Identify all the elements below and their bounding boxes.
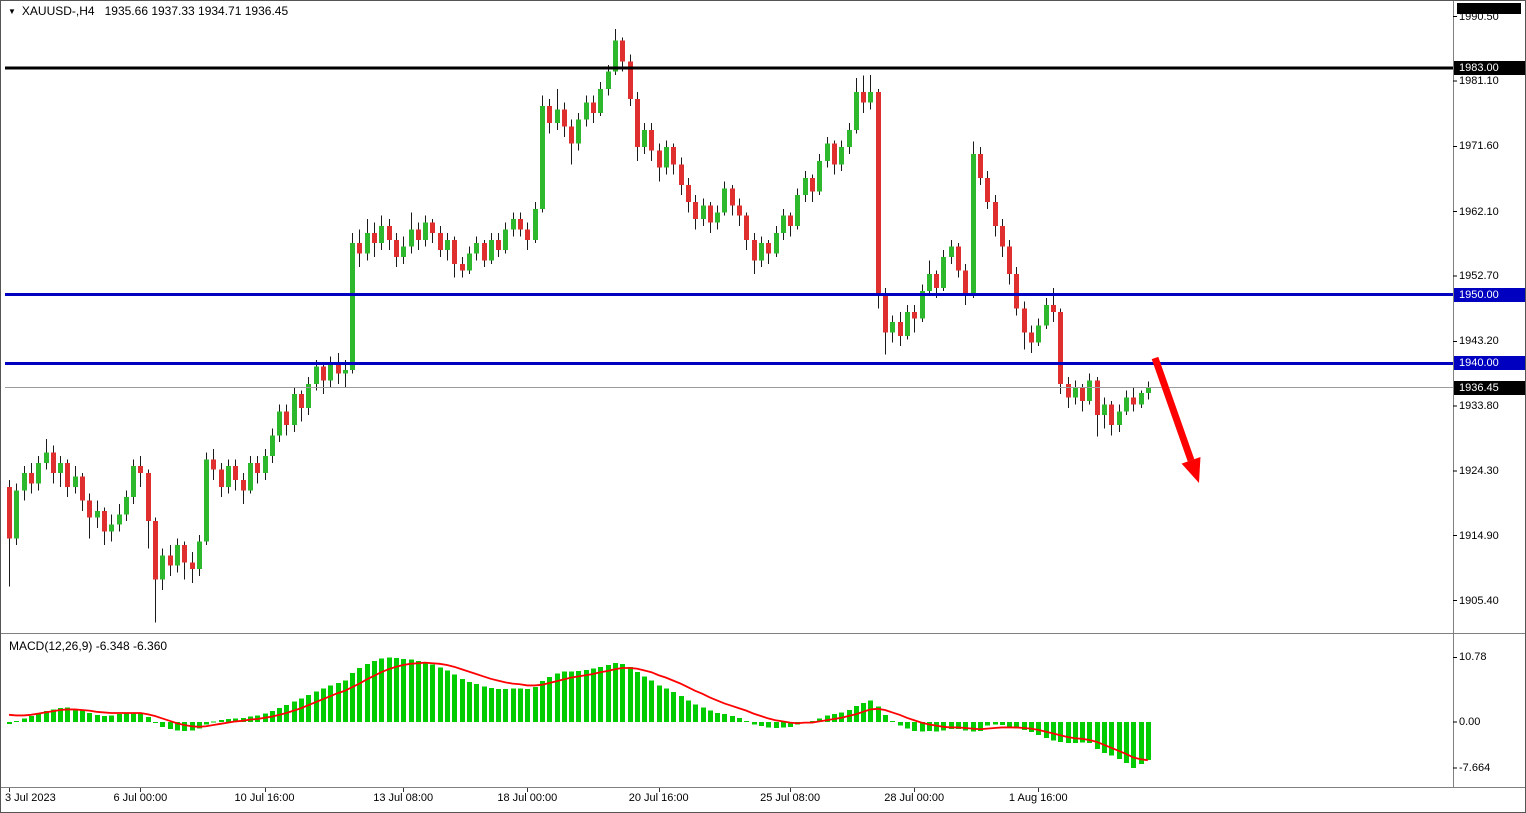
time-axis-label: 25 Jul 08:00	[760, 792, 821, 804]
time-axis: 3 Jul 2023 6 Jul 00:00 10 Jul 16:00 13 Jul …	[1, 788, 1525, 812]
trend-arrow[interactable]	[1151, 356, 1201, 483]
panel-borders	[1, 1, 1525, 792]
macd-layer	[7, 657, 1151, 769]
price-tick-label: 1905.40	[1459, 594, 1499, 607]
price-badge: 1950.00	[1454, 287, 1525, 302]
time-axis-label: 13 Jul 08:00	[373, 792, 434, 804]
top-right-black-bar	[1457, 3, 1521, 14]
chart-header: ▼ XAUUSD-,H4 1935.66 1937.33 1934.71 193…	[8, 4, 288, 18]
price-tick-label: 1971.60	[1459, 140, 1499, 153]
price-badge: 1936.45	[1454, 380, 1525, 395]
price-badge: 1983.00	[1454, 61, 1525, 76]
time-axis-label: 3 Jul 2023	[5, 792, 56, 804]
price-tick-label: 1943.20	[1459, 335, 1499, 348]
price-tick-label: 1933.80	[1459, 399, 1499, 412]
macd-scale-label: -7.664	[1459, 762, 1491, 774]
macd-indicator-label: MACD(12,26,9) -6.348 -6.360	[9, 639, 168, 653]
time-axis-label: 20 Jul 16:00	[628, 792, 689, 804]
price-tick-label: 1924.30	[1459, 465, 1499, 478]
candles-layer	[7, 29, 1151, 623]
macd-scale-label: 10.78	[1459, 651, 1487, 664]
macd-signal-line	[8, 661, 1148, 762]
symbol-dropdown-icon[interactable]: ▼	[8, 6, 16, 16]
time-axis-label: 1 Aug 16:00	[1008, 792, 1068, 804]
horizontal-lines-layer[interactable]	[5, 66, 1453, 389]
ohlc-readout: 1935.66 1937.33 1934.71 1936.45	[104, 4, 289, 18]
price-tick-label: 1962.10	[1459, 205, 1499, 218]
time-axis-label: 28 Jul 00:00	[884, 792, 945, 804]
macd-scale-label: 0.00	[1459, 716, 1481, 729]
time-axis-label: 18 Jul 00:00	[497, 792, 558, 804]
price-badge: 1940.00	[1454, 356, 1525, 371]
time-axis-label: 10 Jul 16:00	[234, 792, 295, 804]
price-tick-label: 1981.10	[1459, 75, 1499, 88]
time-axis-label: 6 Jul 00:00	[113, 792, 168, 804]
symbol-timeframe-label: XAUUSD-,H4	[21, 4, 95, 18]
price-tick-label: 1952.70	[1459, 270, 1499, 283]
right-axis: 1990.50 1981.10 1971.60 1962.10 1952.70 1943.…	[1453, 1, 1525, 787]
price-tick-label: 1914.90	[1459, 529, 1499, 542]
